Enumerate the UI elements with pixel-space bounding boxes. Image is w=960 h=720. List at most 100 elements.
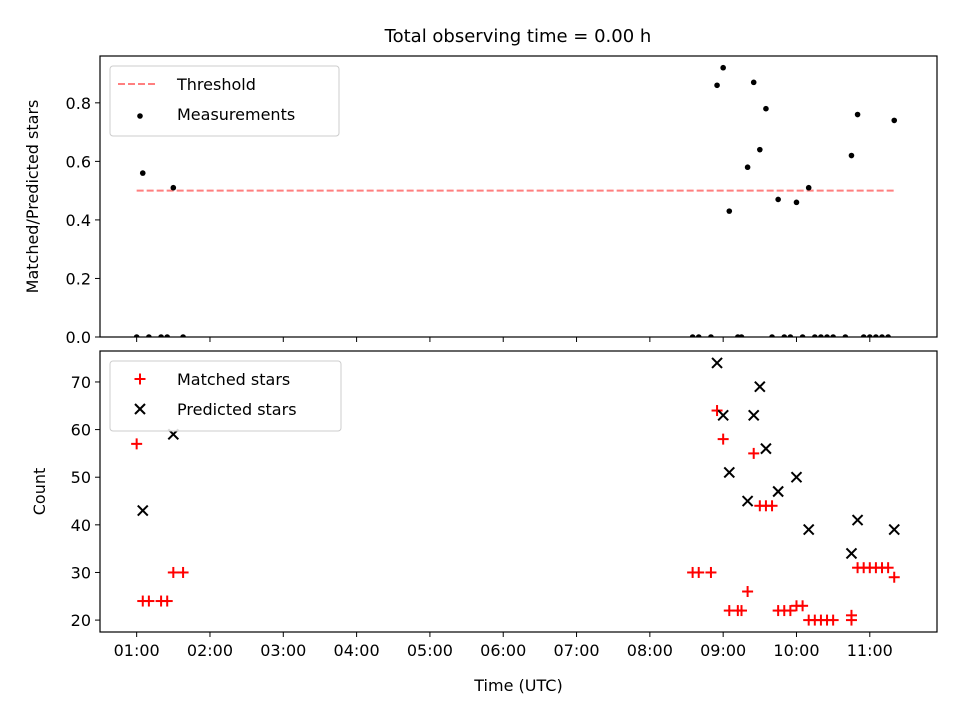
measurement-point bbox=[854, 111, 861, 118]
predicted-star-point bbox=[760, 442, 772, 455]
matched-star-point bbox=[143, 595, 155, 607]
measurement-point bbox=[146, 334, 152, 337]
matched-star-point bbox=[167, 566, 179, 578]
x-tick-label: 03:00 bbox=[260, 641, 306, 660]
measurement-point bbox=[818, 334, 824, 337]
y-tick-label: 70 bbox=[71, 373, 91, 392]
x-tick-label: 05:00 bbox=[407, 641, 453, 660]
x-tick-label: 11:00 bbox=[847, 641, 893, 660]
x-tick-label: 06:00 bbox=[480, 641, 526, 660]
matched-star-point bbox=[711, 405, 723, 417]
chart-title: Total observing time = 0.00 h bbox=[384, 26, 652, 47]
predicted-star-point bbox=[748, 409, 760, 422]
measurement-point bbox=[158, 334, 164, 337]
predicted-star-point bbox=[717, 409, 729, 422]
measurement-point bbox=[866, 334, 873, 337]
y-tick-label: 20 bbox=[71, 611, 91, 630]
y-tick-label: 0.0 bbox=[66, 328, 91, 347]
x-tick-label: 04:00 bbox=[334, 641, 380, 660]
measurement-point bbox=[873, 334, 879, 337]
matched-star-point bbox=[735, 605, 747, 617]
y-tick-label: 0.6 bbox=[66, 152, 91, 171]
plot-area bbox=[131, 357, 900, 626]
legend: Threshold Measurements bbox=[109, 65, 340, 137]
measurement-point bbox=[879, 334, 885, 337]
measurement-point bbox=[805, 184, 812, 191]
predicted-star-point bbox=[711, 357, 723, 369]
measurement-point bbox=[726, 208, 733, 214]
predicted-star-point bbox=[723, 466, 735, 479]
measurement-point bbox=[848, 152, 855, 159]
measurement-point bbox=[744, 164, 751, 171]
matched-star-point bbox=[845, 614, 857, 626]
measurement-point bbox=[763, 105, 769, 112]
measurement-point bbox=[885, 334, 891, 337]
ratio-panel: 0.0 0.2 0.4 0.6 0.8 Matched/Predicted stars Th… bbox=[23, 55, 938, 347]
measurement-point bbox=[180, 334, 186, 337]
axes-frame bbox=[99, 350, 938, 633]
matched-star-point bbox=[882, 562, 894, 574]
measurement-point bbox=[891, 117, 898, 124]
y-tick-label: 0.4 bbox=[66, 211, 91, 230]
measurement-point bbox=[689, 334, 696, 337]
x-tick-label: 08:00 bbox=[627, 641, 673, 660]
legend-measurement-swatch bbox=[137, 113, 143, 119]
measurement-point bbox=[720, 64, 726, 71]
y-axis-label: Matched/Predicted stars bbox=[23, 100, 42, 294]
legend-predicted-swatch bbox=[134, 403, 146, 415]
matched-star-point bbox=[131, 438, 143, 450]
y-axis-label: Count bbox=[30, 468, 49, 516]
plot-area bbox=[133, 64, 898, 337]
x-tick-label: 10:00 bbox=[773, 641, 819, 660]
measurement-point bbox=[164, 334, 171, 337]
measurement-point bbox=[842, 334, 849, 337]
measurement-point bbox=[714, 82, 720, 89]
measurement-point bbox=[812, 334, 818, 337]
y-tick-label: 0.8 bbox=[66, 94, 91, 113]
measurement-point bbox=[757, 146, 763, 153]
measurement-point bbox=[738, 334, 745, 337]
x-tick-label: 07:00 bbox=[553, 641, 599, 660]
matched-star-point bbox=[797, 600, 809, 612]
measurement-point bbox=[787, 334, 794, 337]
measurement-point bbox=[695, 334, 702, 337]
measurement-point bbox=[170, 184, 177, 191]
measurement-point bbox=[769, 334, 775, 337]
x-axis-label: Time (UTC) bbox=[473, 676, 562, 695]
matched-star-point bbox=[888, 571, 900, 583]
matched-star-point bbox=[742, 586, 754, 598]
x-tick-label: 02:00 bbox=[187, 641, 233, 660]
measurement-point bbox=[139, 170, 146, 176]
predicted-star-point bbox=[137, 504, 149, 517]
legend-label: Threshold bbox=[176, 75, 256, 94]
predicted-star-point bbox=[790, 471, 803, 483]
predicted-star-point bbox=[802, 523, 815, 536]
legend: Matched stars Predicted stars bbox=[109, 360, 342, 432]
matched-star-point bbox=[766, 500, 778, 512]
legend-box bbox=[109, 65, 340, 137]
measurement-point bbox=[824, 334, 830, 337]
y-tick-label: 50 bbox=[71, 468, 91, 487]
predicted-star-point bbox=[772, 485, 784, 498]
matched-star-point bbox=[161, 595, 173, 607]
predicted-star-point bbox=[845, 547, 858, 560]
measurement-point bbox=[708, 334, 714, 337]
matched-star-point bbox=[784, 605, 796, 617]
measurement-point bbox=[799, 334, 806, 337]
measurement-point bbox=[133, 334, 140, 337]
measurement-point bbox=[860, 334, 867, 337]
measurement-point bbox=[830, 334, 836, 337]
legend-matched-swatch bbox=[134, 373, 146, 385]
matched-star-point bbox=[717, 433, 729, 445]
measurement-point bbox=[750, 79, 757, 86]
matched-star-point bbox=[177, 566, 189, 578]
x-tick-label: 01:00 bbox=[114, 641, 160, 660]
y-tick-label: 30 bbox=[71, 563, 91, 582]
predicted-star-point bbox=[851, 514, 864, 526]
measurement-point bbox=[781, 334, 788, 337]
matched-star-point bbox=[827, 614, 839, 626]
matched-star-point bbox=[705, 566, 717, 578]
predicted-star-point bbox=[741, 495, 754, 507]
measurement-point bbox=[793, 199, 800, 206]
